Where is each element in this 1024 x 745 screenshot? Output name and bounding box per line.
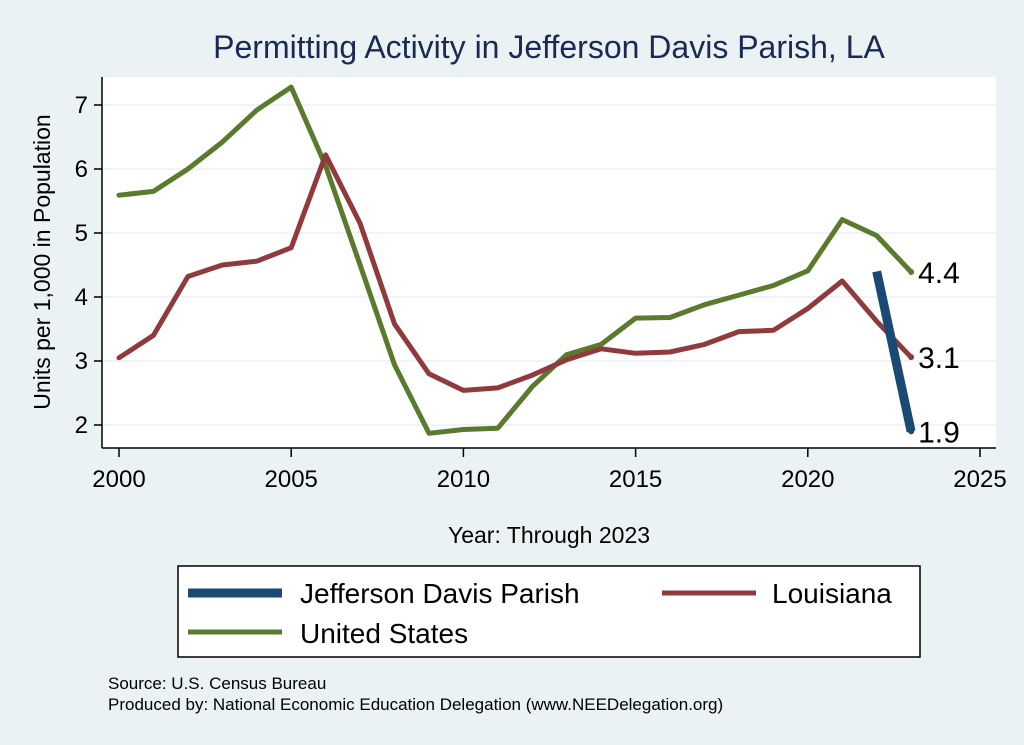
legend-label-united-states: United States [300, 618, 468, 649]
grid [102, 104, 996, 426]
y-tick-label: 3 [75, 348, 88, 375]
series-layer [116, 84, 916, 436]
end-point-jefferson-davis [908, 428, 915, 435]
x-ticks: 2000 2005 2010 2015 2020 2025 [92, 448, 1007, 493]
y-tick-label: 5 [75, 220, 88, 247]
x-tick-label: 2005 [265, 466, 318, 493]
end-point-louisiana [908, 354, 915, 361]
x-tick-label: 2015 [609, 466, 662, 493]
y-tick-label: 2 [75, 412, 88, 439]
end-label-united-states: 4.4 [918, 257, 960, 290]
x-tick-label: 2010 [437, 466, 490, 493]
producer-note: Produced by: National Economic Education… [108, 695, 723, 714]
chart-title: Permitting Activity in Jefferson Davis P… [213, 29, 885, 65]
x-tick-label: 2000 [92, 466, 145, 493]
x-axis-title: Year: Through 2023 [448, 522, 650, 548]
end-point-united-states [908, 269, 915, 276]
y-tick-label: 4 [75, 284, 88, 311]
legend-label-louisiana: Louisiana [772, 578, 892, 609]
series-line-jefferson-davis [872, 270, 916, 433]
y-axis-title: Units per 1,000 in Population [29, 114, 55, 409]
y-tick-label: 6 [75, 156, 88, 183]
series-line-louisiana [116, 152, 914, 393]
legend-label-jefferson-davis: Jefferson Davis Parish [300, 578, 580, 609]
end-label-jefferson-davis: 1.9 [918, 416, 960, 449]
series-line-united-states [116, 84, 914, 436]
legend-box [177, 565, 921, 658]
y-tick-label: 7 [75, 92, 88, 119]
x-tick-label: 2025 [953, 466, 1006, 493]
y-ticks: 2 3 4 5 6 7 [75, 92, 102, 439]
end-labels: 4.4 3.1 1.9 [918, 257, 960, 449]
x-tick-label: 2020 [781, 466, 834, 493]
end-label-louisiana: 3.1 [918, 342, 960, 375]
source-note: Source: U.S. Census Bureau [108, 674, 326, 693]
